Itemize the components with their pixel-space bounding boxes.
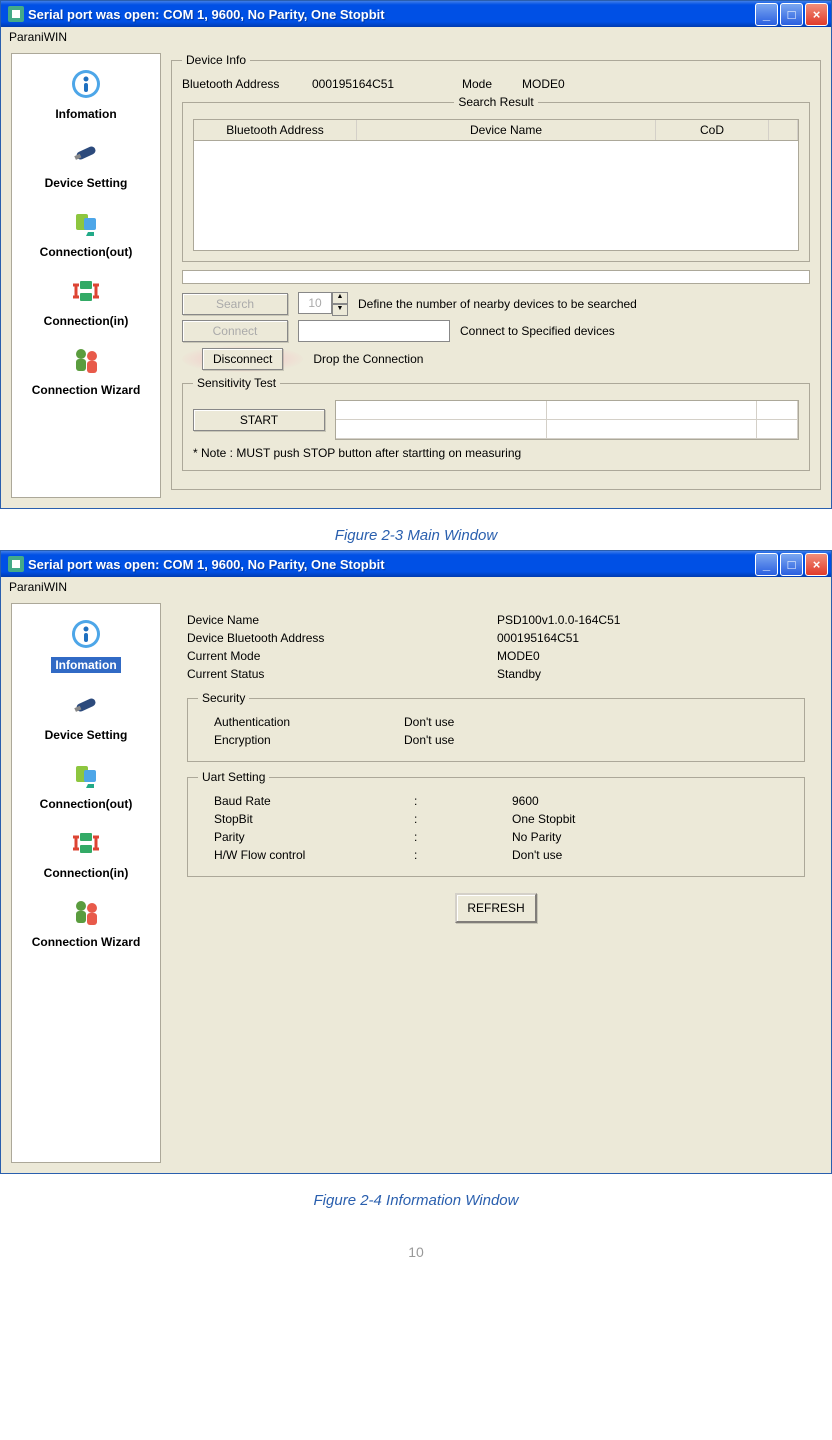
auth-label: Authentication	[198, 715, 394, 729]
search-help-label: Define the number of nearby devices to b…	[358, 297, 637, 311]
sensitivity-legend: Sensitivity Test	[193, 376, 280, 390]
maximize-button[interactable]: □	[780, 553, 803, 576]
connect-help-label: Connect to Specified devices	[460, 324, 615, 338]
device-bt-label: Device Bluetooth Address	[187, 631, 377, 645]
connector-icon	[70, 689, 102, 721]
col-cod[interactable]: CoD	[656, 120, 769, 140]
figure-caption-2: Figure 2-4 Information Window	[0, 1192, 832, 1209]
window-title-2: Serial port was open: COM 1, 9600, No Pa…	[28, 557, 755, 572]
menu-bar-2[interactable]: ParaniWIN	[1, 577, 831, 597]
window-title: Serial port was open: COM 1, 9600, No Pa…	[28, 7, 755, 22]
connect-button[interactable]: Connect	[182, 320, 288, 342]
uart-group: Uart Setting Baud Rate:9600 StopBit:One …	[187, 770, 805, 877]
close-button[interactable]: ×	[805, 553, 828, 576]
col-device-name[interactable]: Device Name	[357, 120, 656, 140]
uart-legend: Uart Setting	[198, 770, 269, 784]
flowcontrol-value: Don't use	[512, 848, 632, 862]
current-status-value: Standby	[497, 667, 541, 681]
sidebar-item-connection-out[interactable]: Connection(out)	[16, 758, 156, 811]
app-icon	[8, 6, 24, 22]
page-number: 10	[0, 1244, 832, 1260]
progress-bar	[182, 270, 810, 284]
current-mode-label: Current Mode	[187, 649, 377, 663]
device-name-value: PSD100v1.0.0-164C51	[497, 613, 620, 627]
mode-label: Mode	[462, 77, 512, 91]
search-result-table[interactable]: Bluetooth Address Device Name CoD	[193, 119, 799, 251]
info-icon	[70, 618, 102, 650]
flowcontrol-label: H/W Flow control	[214, 848, 404, 862]
stopbit-label: StopBit	[214, 812, 404, 826]
start-button[interactable]: START	[193, 409, 325, 431]
app-icon	[8, 556, 24, 572]
sidebar-item-connection-wizard[interactable]: Connection Wizard	[16, 896, 156, 949]
spin-down-icon[interactable]: ▼	[332, 304, 348, 316]
sidebar-item-device-setting[interactable]: Device Setting	[16, 137, 156, 190]
encryption-label: Encryption	[198, 733, 394, 747]
device-name-label: Device Name	[187, 613, 377, 627]
mode-value: MODE0	[522, 77, 565, 91]
sidebar-item-information[interactable]: Infomation	[16, 68, 156, 121]
baud-label: Baud Rate	[214, 794, 404, 808]
col-spacer	[769, 120, 798, 140]
titlebar[interactable]: Serial port was open: COM 1, 9600, No Pa…	[1, 1, 831, 27]
stopbit-value: One Stopbit	[512, 812, 632, 826]
baud-value: 9600	[512, 794, 632, 808]
connection-out-icon	[70, 206, 102, 238]
bt-address-label: Bluetooth Address	[182, 77, 302, 91]
security-legend: Security	[198, 691, 249, 705]
security-group: Security Authentication Don't use Encrypt…	[187, 691, 805, 762]
spin-up-icon[interactable]: ▲	[332, 292, 348, 304]
sidebar-item-connection-in[interactable]: Connection(in)	[16, 275, 156, 328]
minimize-button[interactable]: _	[755, 553, 778, 576]
auth-value: Don't use	[404, 715, 454, 729]
col-bt-address[interactable]: Bluetooth Address	[194, 120, 357, 140]
disconnect-highlight: Disconnect	[182, 346, 303, 372]
figure-caption-1: Figure 2-3 Main Window	[0, 527, 832, 544]
wizard-icon	[70, 344, 102, 376]
sidebar-2: Infomation Device Setting Connection(out…	[11, 603, 161, 1163]
sidebar-item-connection-wizard[interactable]: Connection Wizard	[16, 344, 156, 397]
disconnect-button[interactable]: Disconnect	[202, 348, 283, 370]
wizard-icon	[70, 896, 102, 928]
maximize-button[interactable]: □	[780, 3, 803, 26]
connect-target-input[interactable]	[298, 320, 450, 342]
sensitivity-test-group: Sensitivity Test START * Note : MUST pus…	[182, 376, 810, 471]
search-result-group: Search Result Bluetooth Address Device N…	[182, 95, 810, 262]
sidebar-item-connection-out[interactable]: Connection(out)	[16, 206, 156, 259]
sidebar: Infomation Device Setting Connection(out…	[11, 53, 161, 498]
sensitivity-table	[335, 400, 799, 440]
device-info-legend: Device Info	[182, 53, 250, 67]
current-status-label: Current Status	[187, 667, 377, 681]
minimize-button[interactable]: _	[755, 3, 778, 26]
connection-out-icon	[70, 758, 102, 790]
bt-address-value: 000195164C51	[312, 77, 452, 91]
refresh-button[interactable]: REFRESH	[455, 893, 536, 923]
titlebar-2[interactable]: Serial port was open: COM 1, 9600, No Pa…	[1, 551, 831, 577]
sidebar-item-information[interactable]: Infomation	[16, 618, 156, 673]
disconnect-help-label: Drop the Connection	[313, 352, 423, 366]
menu-bar[interactable]: ParaniWIN	[1, 27, 831, 47]
sidebar-item-device-setting[interactable]: Device Setting	[16, 689, 156, 742]
parity-value: No Parity	[512, 830, 632, 844]
close-button[interactable]: ×	[805, 3, 828, 26]
sensitivity-note: * Note : MUST push STOP button after sta…	[193, 446, 799, 460]
connection-in-icon	[70, 275, 102, 307]
encryption-value: Don't use	[404, 733, 454, 747]
information-window: Serial port was open: COM 1, 9600, No Pa…	[0, 550, 832, 1174]
current-mode-value: MODE0	[497, 649, 540, 663]
search-button[interactable]: Search	[182, 293, 288, 315]
connection-in-icon	[70, 827, 102, 859]
connector-icon	[70, 137, 102, 169]
sidebar-item-connection-in[interactable]: Connection(in)	[16, 827, 156, 880]
device-bt-value: 000195164C51	[497, 631, 579, 645]
search-result-legend: Search Result	[454, 95, 537, 109]
parity-label: Parity	[214, 830, 404, 844]
info-icon	[70, 68, 102, 100]
device-info-group: Device Info Bluetooth Address 000195164C…	[171, 53, 821, 490]
main-window: Serial port was open: COM 1, 9600, No Pa…	[0, 0, 832, 509]
search-count-spinner[interactable]: 10 ▲▼	[298, 292, 348, 316]
